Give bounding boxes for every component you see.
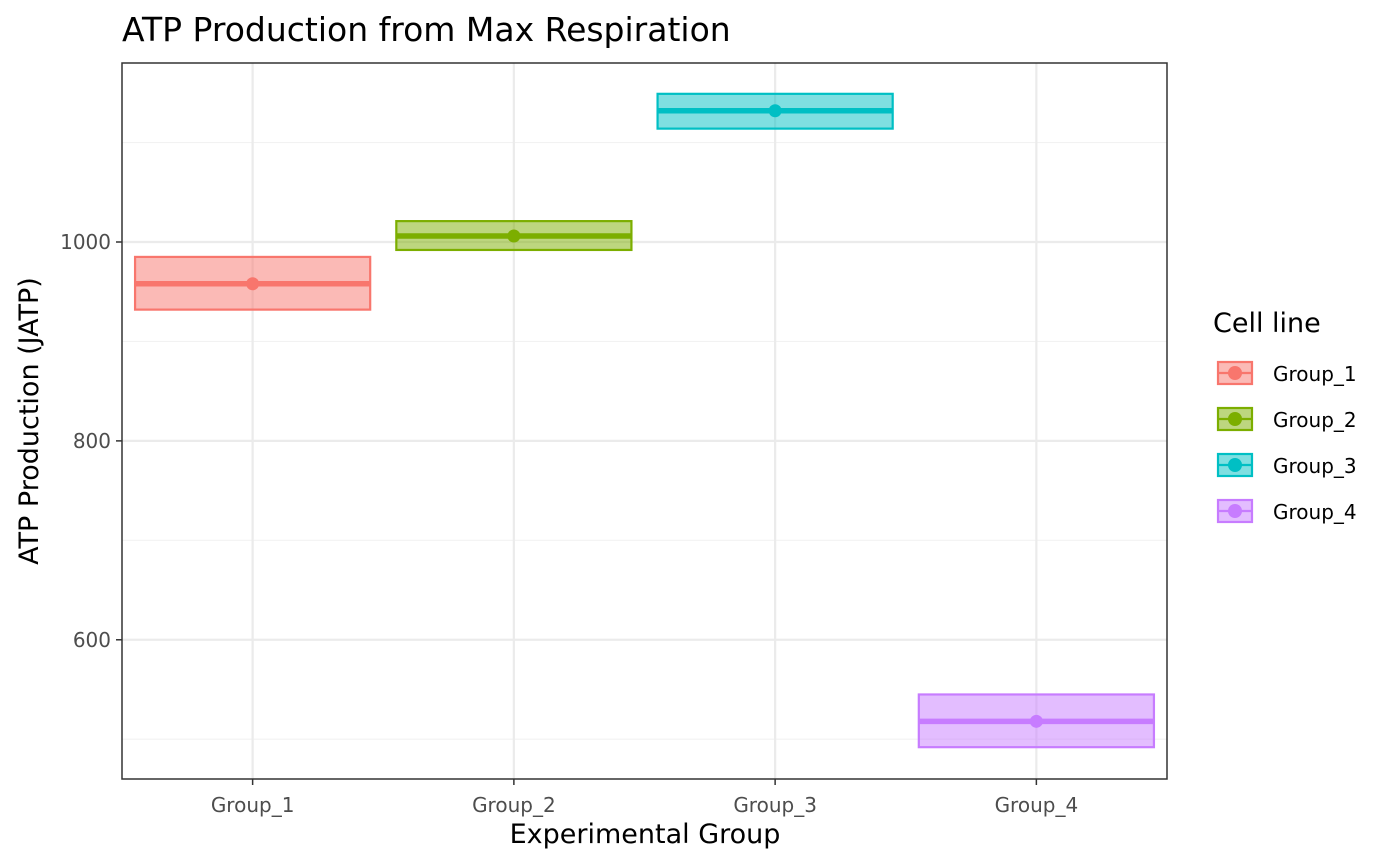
- legend-key-point: [1228, 412, 1242, 426]
- mean-point: [507, 229, 521, 243]
- legend-key-point: [1228, 366, 1242, 380]
- y-tick-label: 1000: [60, 230, 111, 254]
- x-axis-title: Experimental Group: [510, 819, 781, 850]
- legend-label: Group_2: [1273, 408, 1357, 432]
- legend-item-group-3: Group_3: [1216, 452, 1357, 478]
- x-tick-label: Group_4: [995, 793, 1079, 817]
- legend-item-group-2: Group_2: [1216, 406, 1357, 432]
- y-tick-label: 800: [73, 429, 111, 453]
- legend-item-group-1: Group_1: [1216, 360, 1357, 386]
- x-tick-label: Group_1: [211, 793, 295, 817]
- crossbar-group-4: [917, 693, 1156, 749]
- mean-point: [768, 104, 782, 118]
- crossbar-group-2: [395, 220, 633, 252]
- plot-area: 600 800 1000 Group_1 Group_2 Group_3 Group_4: [60, 62, 1168, 817]
- chart-title: ATP Production from Max Respiration: [122, 10, 731, 49]
- plot-panel: [122, 63, 1167, 779]
- legend-label: Group_1: [1273, 362, 1357, 386]
- legend-item-group-4: Group_4: [1216, 498, 1357, 524]
- x-tick-label: Group_3: [733, 793, 817, 817]
- crossbar-group-1: [133, 255, 372, 311]
- legend: Cell line Group_1 Group_2 Group_3 Group_4: [1213, 308, 1357, 524]
- legend-key-point: [1228, 504, 1242, 518]
- plot-border: [121, 62, 1168, 780]
- mean-point: [1029, 714, 1043, 728]
- y-axis-title: ATP Production (JATP): [14, 277, 45, 565]
- legend-label: Group_4: [1273, 500, 1357, 524]
- crossbar-group-3: [656, 92, 894, 130]
- y-tick-label: 600: [73, 628, 111, 652]
- legend-label: Group_3: [1273, 454, 1357, 478]
- legend-title: Cell line: [1213, 308, 1321, 339]
- legend-key-point: [1228, 458, 1242, 472]
- x-tick-label: Group_2: [472, 793, 556, 817]
- mean-point: [246, 277, 260, 291]
